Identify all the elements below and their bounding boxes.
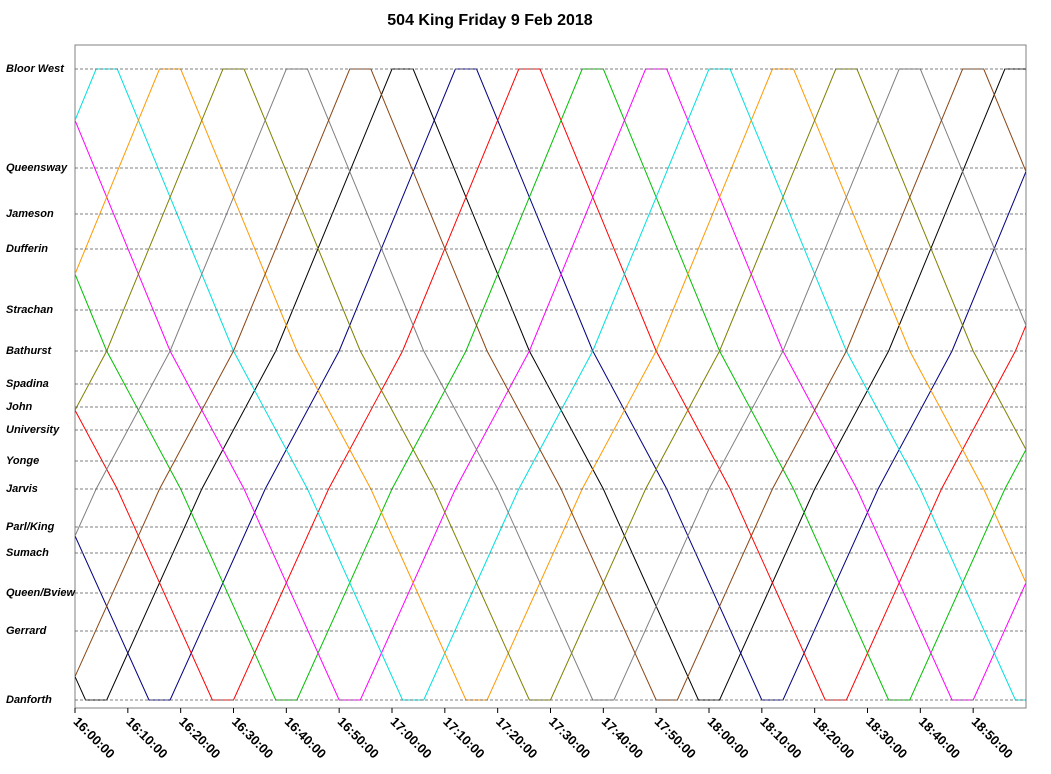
y-tick-label: Parl/King xyxy=(6,521,55,533)
vehicle-trace xyxy=(75,68,1026,701)
x-tick-label: 18:30:00 xyxy=(863,714,910,761)
vehicle-trace xyxy=(75,68,1026,701)
x-tick-label: 16:10:00 xyxy=(123,714,170,761)
vehicle-trace xyxy=(75,68,1026,701)
x-tick-label: 17:30:00 xyxy=(546,714,593,761)
x-tick-label: 16:00:00 xyxy=(70,714,117,761)
x-tick-label: 17:20:00 xyxy=(493,714,540,761)
y-tick-label: Queensway xyxy=(6,162,68,174)
x-tick-label: 18:20:00 xyxy=(810,714,857,761)
x-tick-label: 17:10:00 xyxy=(440,714,487,761)
vehicle-trace xyxy=(75,68,1026,701)
vehicle-trace xyxy=(75,68,1026,701)
x-tick-label: 16:50:00 xyxy=(335,714,382,761)
y-tick-label: Spadina xyxy=(6,378,49,390)
vehicle-trace xyxy=(75,68,1026,701)
y-tick-label: University xyxy=(6,424,60,436)
x-tick-label: 18:40:00 xyxy=(916,714,963,761)
x-tick-label: 18:50:00 xyxy=(969,714,1016,761)
vehicle-trace xyxy=(75,68,1026,701)
plot-area xyxy=(75,68,1026,701)
y-tick-label: Jameson xyxy=(6,208,54,220)
y-tick-label: Queen/Bview xyxy=(6,587,77,599)
y-tick-label: Sumach xyxy=(6,547,49,559)
y-tick-label: Dufferin xyxy=(6,243,48,255)
x-tick-label: 16:20:00 xyxy=(176,714,223,761)
plot-frame xyxy=(74,44,1027,709)
y-tick-label: Gerrard xyxy=(6,625,47,637)
y-tick-label: Strachan xyxy=(6,304,53,316)
x-tick-label: 16:40:00 xyxy=(282,714,329,761)
x-tick-label: 18:00:00 xyxy=(704,714,751,761)
vehicle-trace xyxy=(75,68,1026,701)
y-tick-label: Jarvis xyxy=(6,483,38,495)
y-tick-label: Bathurst xyxy=(6,345,53,357)
vehicle-trace xyxy=(75,68,1026,701)
x-tick-label: 17:50:00 xyxy=(652,714,699,761)
x-tick-label: 17:00:00 xyxy=(387,714,434,761)
x-tick-label: 17:40:00 xyxy=(599,714,646,761)
x-tick-label: 18:10:00 xyxy=(757,714,804,761)
y-tick-label: John xyxy=(6,401,33,413)
chart-title: 504 King Friday 9 Feb 2018 xyxy=(387,12,593,29)
x-tick-label: 16:30:00 xyxy=(229,714,276,761)
y-tick-label: Danforth xyxy=(6,694,52,706)
y-tick-label: Yonge xyxy=(6,455,39,467)
y-tick-label: Bloor West xyxy=(6,63,65,75)
vehicle-trace xyxy=(75,68,1026,701)
